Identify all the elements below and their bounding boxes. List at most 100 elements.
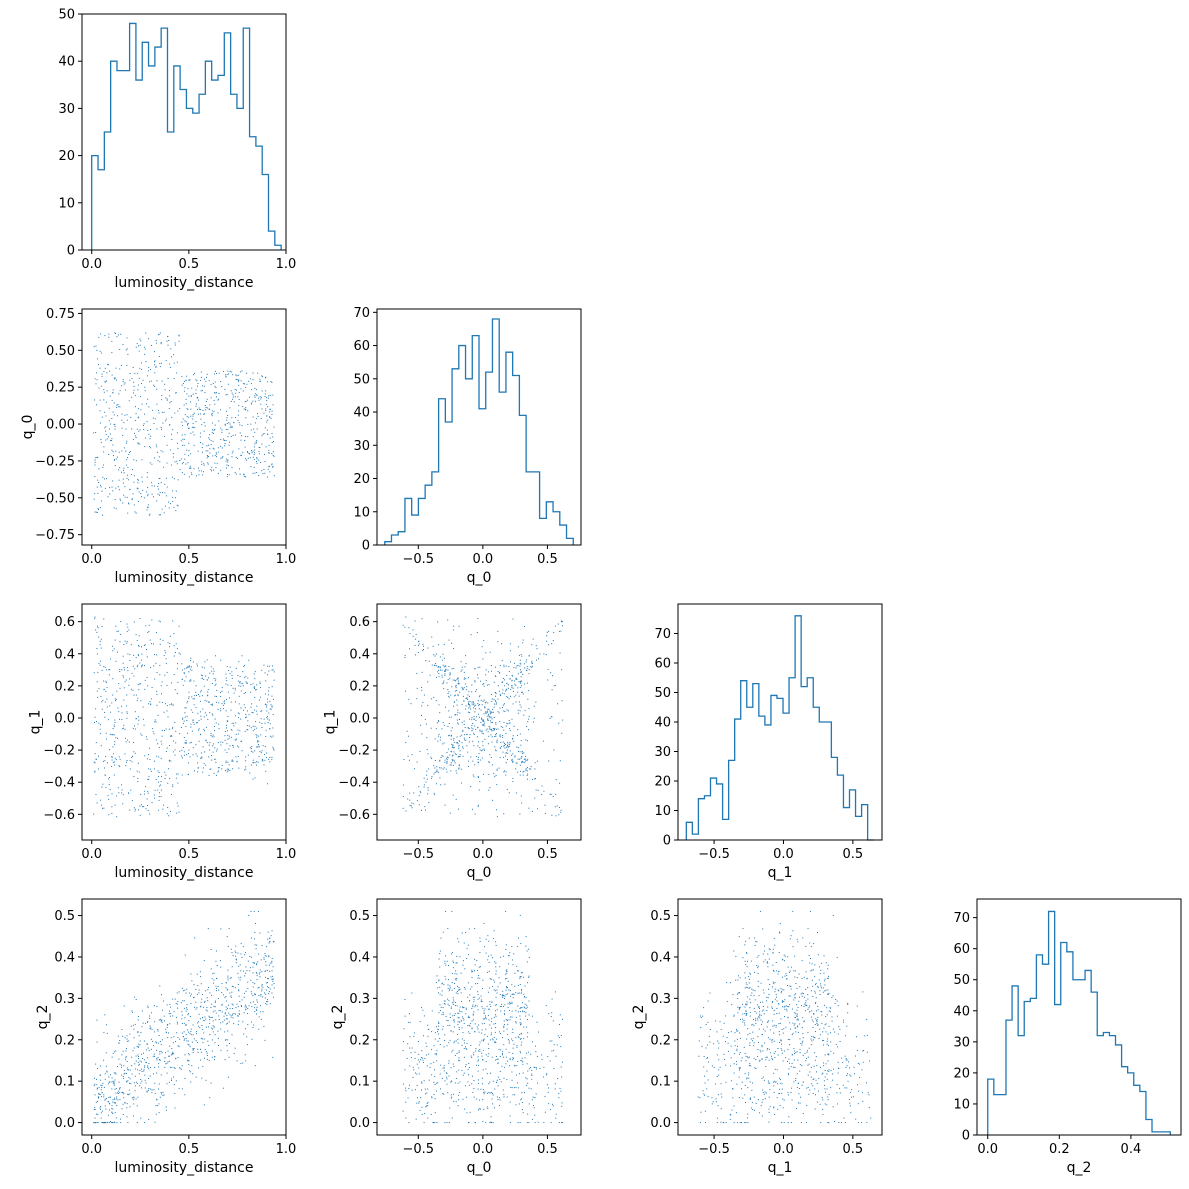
- scatter-point: [119, 406, 121, 408]
- scatter-point: [507, 746, 509, 748]
- scatter-point: [229, 745, 231, 747]
- scatter-point: [154, 1092, 156, 1094]
- scatter-point: [166, 671, 168, 673]
- scatter-point: [148, 630, 150, 632]
- scatter-point: [206, 1007, 208, 1009]
- scatter-point: [174, 1107, 176, 1109]
- scatter-point: [188, 697, 190, 699]
- scatter-point: [222, 741, 224, 743]
- scatter-point: [256, 736, 258, 738]
- scatter-point: [114, 639, 116, 641]
- scatter-point: [487, 715, 489, 717]
- scatter-point: [522, 1112, 524, 1114]
- scatter-point: [132, 1024, 134, 1026]
- scatter-point: [528, 1103, 530, 1105]
- scatter-point: [437, 1021, 439, 1023]
- scatter-point: [112, 734, 114, 736]
- scatter-point: [249, 955, 251, 957]
- scatter-point: [408, 1013, 410, 1015]
- scatter-point: [465, 932, 467, 934]
- scatter-point: [231, 1003, 233, 1005]
- scatter-point: [132, 1115, 134, 1117]
- scatter-point: [192, 415, 194, 417]
- scatter-point: [188, 1054, 190, 1056]
- scatter-point: [511, 1001, 513, 1003]
- scatter-point: [235, 738, 237, 740]
- scatter-point: [477, 618, 479, 620]
- scatter-point: [479, 977, 481, 979]
- scatter-point: [482, 773, 484, 775]
- scatter-point: [526, 1084, 528, 1086]
- scatter-point: [137, 781, 139, 783]
- scatter-point: [150, 703, 152, 705]
- scatter-point: [183, 438, 185, 440]
- scatter-point: [187, 1043, 189, 1045]
- scatter-point: [203, 422, 205, 424]
- scatter-point: [108, 1114, 110, 1116]
- scatter-point: [255, 971, 257, 973]
- scatter-point: [148, 768, 150, 770]
- scatter-point: [253, 454, 255, 456]
- scatter-point: [268, 993, 270, 995]
- scatter-point: [469, 712, 471, 714]
- scatter-point: [226, 1045, 228, 1047]
- scatter-point: [99, 1107, 101, 1109]
- scatter-point: [252, 450, 254, 452]
- scatter-point: [250, 747, 252, 749]
- scatter-point: [493, 728, 495, 730]
- scatter-point: [486, 1035, 488, 1037]
- scatter-point: [188, 455, 190, 457]
- scatter-point: [494, 1010, 496, 1012]
- scatter-point: [102, 1082, 104, 1084]
- scatter-point: [502, 1051, 504, 1053]
- scatter-point: [550, 1122, 552, 1124]
- scatter-point: [95, 457, 97, 459]
- scatter-point: [238, 990, 240, 992]
- scatter-point: [126, 642, 128, 644]
- scatter-point: [552, 1105, 554, 1107]
- scatter-point: [173, 655, 175, 657]
- scatter-point: [507, 758, 508, 760]
- scatter-point: [230, 709, 232, 711]
- scatter-point: [252, 730, 254, 732]
- scatter-point: [489, 1004, 491, 1006]
- scatter-point: [478, 975, 480, 977]
- scatter-point: [443, 767, 445, 769]
- scatter-point: [109, 1081, 111, 1083]
- scatter-point: [245, 966, 247, 968]
- scatter-point: [213, 670, 215, 672]
- scatter-point: [95, 708, 97, 710]
- scatter-point: [414, 1032, 416, 1034]
- scatter-point: [250, 956, 252, 958]
- scatter-point: [109, 428, 111, 430]
- scatter-point: [225, 677, 227, 679]
- scatter-point: [154, 1005, 155, 1007]
- scatter-point: [520, 685, 522, 687]
- scatter-point: [136, 700, 138, 702]
- scatter-point: [560, 1034, 562, 1036]
- scatter-point: [192, 427, 194, 429]
- scatter-point: [118, 406, 120, 408]
- scatter-point: [215, 467, 217, 469]
- scatter-point: [146, 1021, 148, 1023]
- scatter-point: [201, 390, 203, 392]
- scatter-point: [214, 424, 216, 426]
- scatter-point: [269, 411, 271, 413]
- scatter-point: [135, 1055, 137, 1057]
- scatter-point: [494, 961, 496, 963]
- scatter-point: [474, 1006, 476, 1008]
- scatter-point: [414, 1089, 416, 1091]
- scatter-point: [237, 1015, 239, 1017]
- scatter-point: [122, 343, 124, 345]
- scatter-point: [482, 1059, 484, 1061]
- scatter-point: [164, 674, 166, 676]
- scatter-point: [125, 450, 127, 452]
- scatter-point: [172, 751, 174, 753]
- scatter-point: [202, 409, 204, 411]
- scatter-point: [134, 725, 136, 727]
- scatter-point: [147, 685, 149, 687]
- scatter-point: [227, 1007, 229, 1009]
- scatter-point: [451, 734, 453, 736]
- scatter-point: [506, 746, 508, 748]
- scatter-point: [261, 408, 263, 410]
